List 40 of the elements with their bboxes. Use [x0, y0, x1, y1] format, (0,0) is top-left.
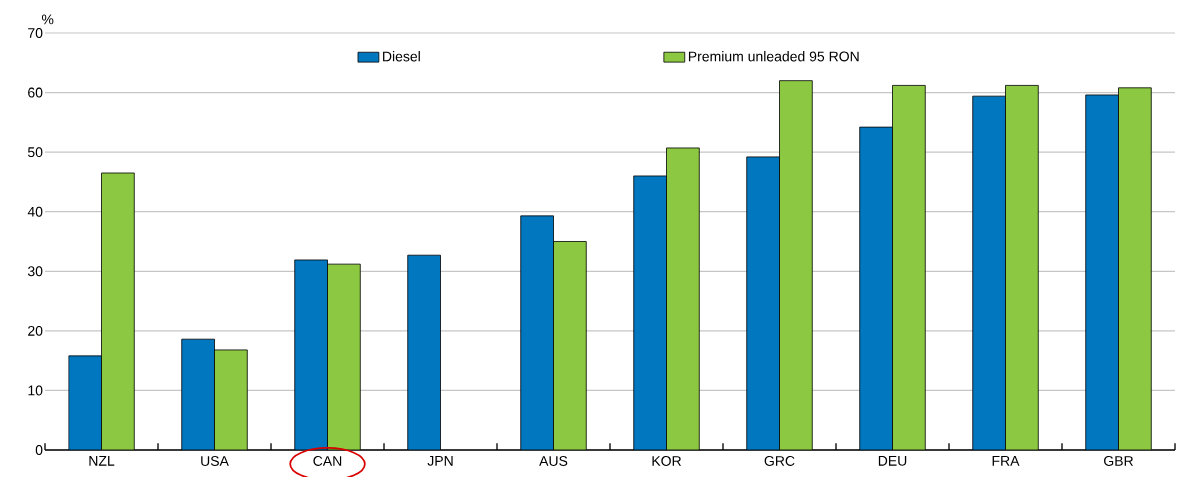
x-tick-label: FRA — [992, 456, 1020, 466]
bar — [214, 349, 248, 450]
y-axis-title: % — [41, 14, 54, 25]
bar — [1085, 94, 1119, 450]
bar — [666, 147, 700, 450]
y-tick-label: 20 — [28, 325, 43, 336]
bar — [101, 172, 135, 450]
x-tick-label: GBR — [1104, 456, 1134, 466]
bar — [553, 241, 587, 450]
bar — [1118, 87, 1152, 450]
x-tick-label: KOR — [652, 456, 682, 466]
x-tick-label: AUS — [539, 456, 568, 466]
legend-label: Diesel — [383, 51, 420, 62]
bar — [327, 263, 361, 450]
bar — [1005, 85, 1039, 450]
y-tick-label: 60 — [28, 87, 43, 98]
x-tick-label: DEU — [878, 456, 907, 466]
bar — [520, 215, 554, 450]
bar — [407, 254, 441, 450]
x-tick-label: CAN — [313, 456, 342, 466]
y-tick-label: 70 — [28, 28, 43, 38]
bar — [633, 175, 667, 450]
x-tick-label: USA — [201, 456, 229, 466]
y-tick-label: 30 — [27, 266, 43, 277]
bar — [779, 80, 813, 450]
legend-label: Premium unleaded 95 RON — [688, 51, 859, 62]
bar — [972, 95, 1006, 450]
bar — [892, 85, 926, 450]
y-tick-label: 0 — [35, 445, 43, 455]
bar — [859, 126, 893, 450]
x-tick-label: JPN — [427, 456, 453, 466]
bar — [746, 156, 780, 450]
x-tick-label: NZL — [89, 456, 115, 466]
bar — [181, 338, 215, 450]
x-tick-label: GRC — [764, 456, 795, 466]
y-tick-label: 50 — [27, 147, 43, 158]
bar — [294, 259, 328, 450]
y-tick-label: 40 — [27, 206, 43, 217]
bar — [68, 355, 102, 450]
y-tick-label: 10 — [28, 385, 43, 396]
